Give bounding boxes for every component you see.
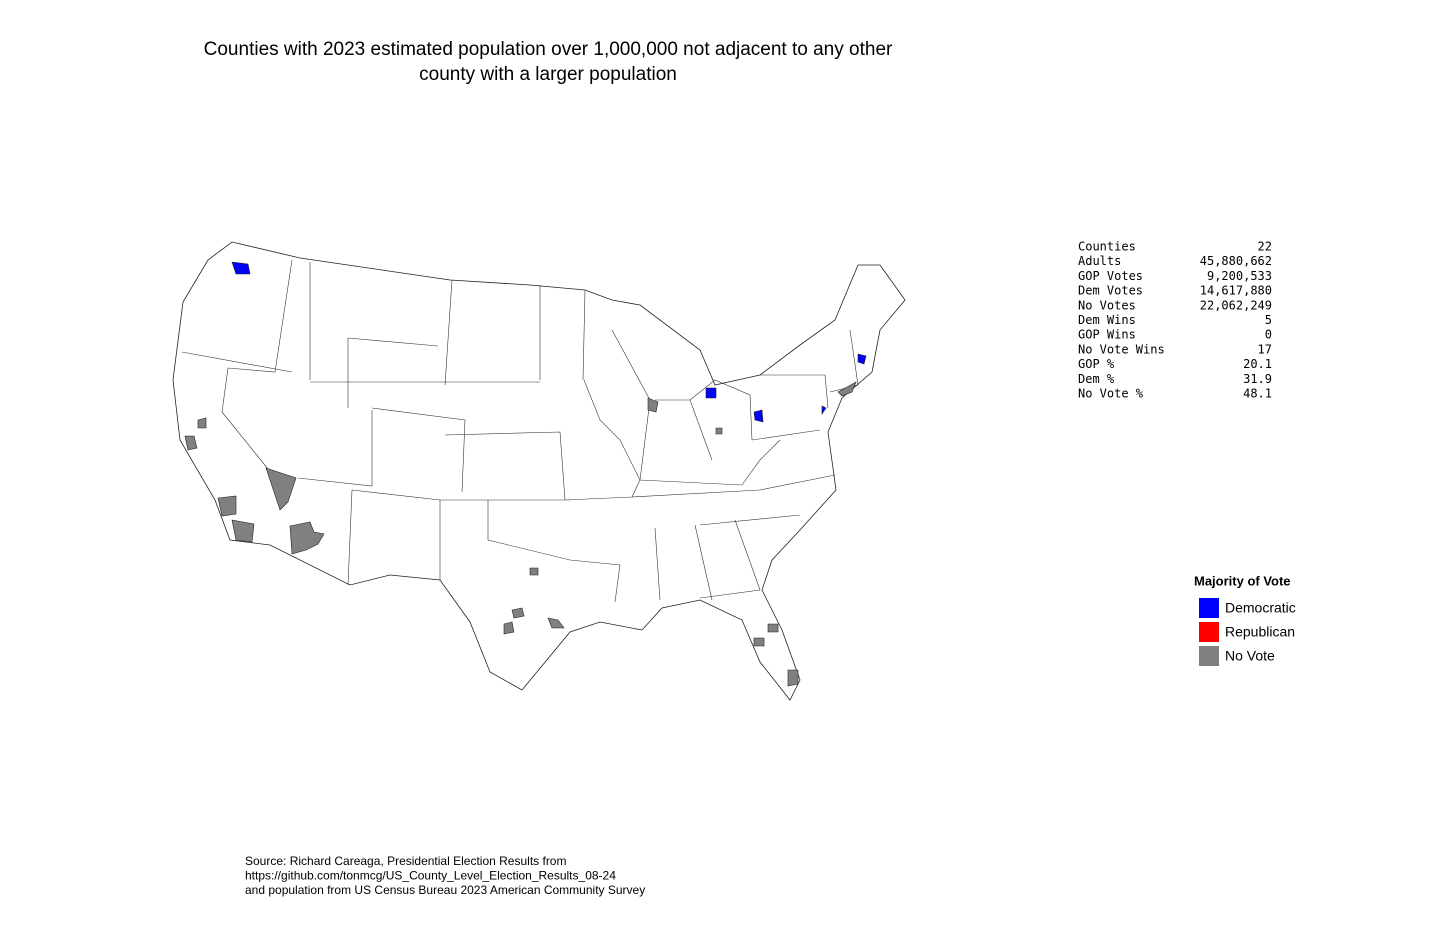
stat-value: 0 (1265, 328, 1272, 342)
stat-value: 22 (1258, 240, 1272, 254)
legend-swatch (1199, 598, 1219, 618)
stat-label: Adults (1078, 254, 1121, 268)
source-line: and population from US Census Bureau 202… (245, 883, 645, 897)
legend: Majority of Vote Democratic Republican No … (1194, 573, 1296, 666)
county (503, 621, 515, 635)
stat-label: GOP Wins (1078, 328, 1136, 342)
stat-label: Counties (1078, 240, 1136, 254)
legend-swatch (1199, 622, 1219, 642)
legend-title: Majority of Vote (1194, 573, 1291, 588)
county (217, 495, 237, 517)
county (197, 417, 207, 429)
county (184, 435, 198, 451)
stat-value: 5 (1265, 313, 1272, 327)
county (857, 353, 867, 365)
stat-label: GOP % (1078, 357, 1115, 371)
legend-label: Democratic (1225, 600, 1296, 616)
title-line: county with a larger population (419, 64, 677, 85)
county (705, 387, 717, 399)
stat-label: No Vote % (1078, 387, 1144, 401)
county (753, 409, 764, 423)
county (231, 261, 251, 275)
stat-label: Dem Votes (1078, 284, 1143, 298)
legend-label: Republican (1225, 624, 1295, 640)
stat-value: 9,200,533 (1207, 269, 1272, 283)
stat-label: No Vote Wins (1078, 342, 1165, 356)
stat-value: 20.1 (1243, 357, 1272, 371)
us-outline (172, 241, 906, 701)
county (837, 381, 857, 397)
county (231, 519, 255, 543)
county (529, 567, 539, 576)
county (753, 637, 765, 647)
county (511, 607, 525, 619)
us-map (172, 241, 906, 701)
county (289, 521, 325, 555)
source-note: Source: Richard Careaga, Presidential El… (245, 854, 645, 897)
source-line: Source: Richard Careaga, Presidential El… (245, 854, 566, 868)
state-borders (181, 259, 859, 603)
title-line: Counties with 2023 estimated population … (204, 39, 893, 60)
county (547, 617, 565, 629)
stat-label: Dem % (1078, 372, 1115, 386)
stat-value: 14,617,880 (1200, 284, 1272, 298)
stats-table: Counties 22 Adults 45,880,662 GOP Votes 9,200… (1078, 240, 1272, 401)
stat-label: No Votes (1078, 298, 1136, 312)
legend-swatch (1199, 646, 1219, 666)
county (715, 427, 723, 435)
county (767, 623, 779, 633)
county (821, 405, 827, 415)
stat-value: 22,062,249 (1200, 298, 1272, 312)
stat-value: 48.1 (1243, 387, 1272, 401)
county (787, 669, 799, 687)
counties (184, 261, 867, 687)
stat-value: 45,880,662 (1200, 254, 1272, 268)
stat-label: Dem Wins (1078, 313, 1136, 327)
stat-value: 17 (1258, 342, 1272, 356)
stat-value: 31.9 (1243, 372, 1272, 386)
county (647, 397, 659, 413)
source-line: https://github.com/tonmcg/US_County_Leve… (245, 869, 616, 883)
stat-label: GOP Votes (1078, 269, 1143, 283)
legend-label: No Vote (1225, 648, 1275, 664)
county (265, 467, 297, 511)
